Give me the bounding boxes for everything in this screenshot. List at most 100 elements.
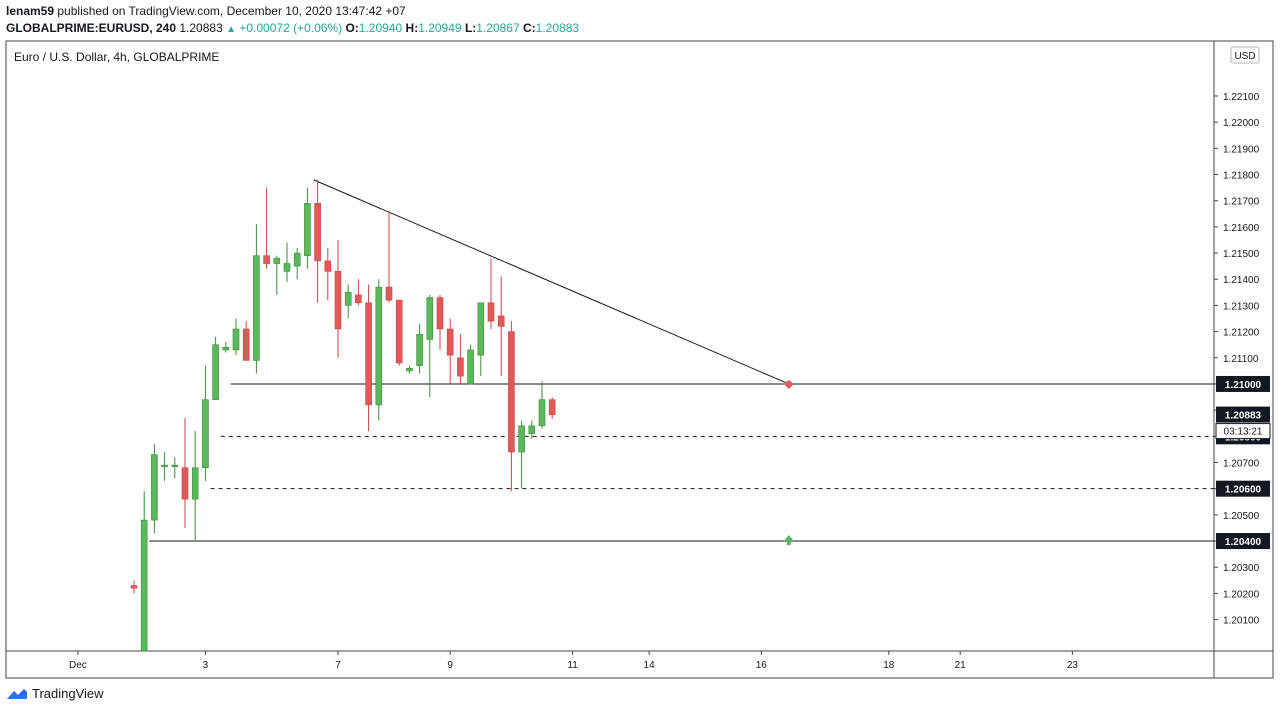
candle-body: [161, 464, 168, 467]
y-tick-label: 1.20200: [1223, 589, 1260, 600]
x-tick-label: 14: [644, 660, 656, 671]
level-price-box: [1216, 533, 1270, 550]
candle-up: [283, 242, 291, 282]
candle-up: [202, 365, 209, 481]
candle-body: [202, 399, 209, 469]
low-label: L:: [464, 21, 477, 35]
x-tick-label: 7: [335, 660, 341, 671]
candle-body: [314, 203, 321, 262]
close-label: C:: [523, 21, 536, 35]
candle-down: [365, 284, 372, 432]
level-markers: [783, 379, 794, 546]
candle-body: [140, 519, 148, 652]
candle-body: [508, 331, 515, 453]
candle-up: [222, 342, 230, 353]
x-tick-label: 18: [883, 660, 895, 671]
candle-down: [334, 239, 342, 358]
candle-body: [426, 297, 434, 340]
candle-body: [395, 299, 403, 364]
price-axis[interactable]: 1.20100 1.20200 1.20300 1.20400 1.20500 1.206…: [1214, 92, 1271, 627]
candle-body: [538, 399, 546, 427]
candle-up: [171, 457, 179, 479]
candle-down: [508, 321, 515, 492]
candle-up: [528, 420, 536, 439]
tradingview-brand: TradingView: [32, 686, 104, 701]
y-tick-label: 1.20500: [1223, 511, 1260, 522]
trendline: [313, 179, 790, 385]
price-change: +0.00072 (+0.06%): [239, 21, 343, 35]
candle-body: [497, 315, 505, 327]
candle-body: [324, 260, 332, 272]
candle-body: [528, 425, 536, 435]
level-price-label: 1.21000: [1225, 380, 1262, 391]
y-tick-label: 1.21200: [1223, 328, 1260, 339]
level-price-label: 1.20600: [1225, 485, 1262, 496]
candle-body: [222, 347, 230, 351]
candle-body: [406, 367, 413, 372]
y-tick-label: 1.21500: [1223, 249, 1260, 260]
y-tick-label: 1.21600: [1223, 223, 1260, 234]
candle-body: [385, 286, 393, 301]
high-value: 1.20949: [418, 21, 462, 35]
candle-up: [140, 491, 148, 652]
open-value: 1.20940: [358, 21, 403, 35]
y-tick-label: 1.21300: [1223, 301, 1260, 312]
countdown-box: [1215, 423, 1271, 440]
x-tick-label: 23: [1067, 660, 1079, 671]
candle-down: [385, 211, 393, 303]
low-value: 1.20867: [476, 21, 520, 35]
close-value: 1.20883: [535, 21, 580, 35]
candle-down: [130, 580, 138, 594]
candle-up: [212, 336, 219, 400]
candle-up: [538, 381, 546, 429]
level-price-box: [1216, 480, 1270, 497]
y-tick-label: 1.21700: [1223, 197, 1260, 208]
candle-body: [334, 271, 342, 330]
tradingview-footer[interactable]: TradingView: [6, 686, 104, 701]
level-price-box: [1216, 375, 1270, 392]
y-tick-label: 1.21400: [1223, 275, 1260, 286]
candle-body: [436, 297, 444, 330]
candle-body: [181, 467, 189, 500]
chart-frame: [5, 40, 1274, 679]
x-tick-label: 9: [447, 660, 453, 671]
candle-body: [457, 357, 464, 377]
candle-up: [426, 294, 434, 398]
candle-down: [355, 279, 362, 306]
candle-body: [232, 328, 240, 351]
candle-down: [324, 247, 332, 301]
last-price-label: 1.20883: [1225, 411, 1262, 422]
symbol-label: GLOBALPRIME:EURUSD, 240: [6, 21, 177, 35]
candle-body: [253, 255, 260, 361]
candle-body: [263, 255, 270, 264]
candle-down: [314, 179, 321, 303]
horizontal-levels[interactable]: [149, 383, 1214, 542]
candle-down: [446, 318, 454, 384]
level-price-label: 1.20400: [1225, 537, 1262, 548]
candle-down: [181, 417, 189, 528]
candle-body: [375, 286, 383, 406]
currency-badge-box[interactable]: [1230, 46, 1260, 64]
symbol-info-bar: GLOBALPRIME:EURUSD, 240 1.20883 ▲ +0.000…: [6, 21, 579, 35]
candle-body: [191, 467, 199, 500]
y-tick-label: 1.21800: [1223, 171, 1260, 182]
candle-down: [395, 299, 403, 366]
candle-up: [161, 452, 168, 481]
candle-down: [242, 321, 250, 361]
candle-body: [212, 344, 219, 400]
x-tick-label: 3: [203, 660, 209, 671]
author-name[interactable]: lenam59: [6, 4, 55, 18]
trendline-group[interactable]: [313, 179, 790, 385]
last-price: 1.20883: [179, 21, 223, 35]
candle-body: [283, 263, 291, 272]
candle-body: [293, 252, 301, 267]
candle-up: [273, 255, 281, 295]
candle-down: [457, 334, 464, 384]
currency-badge: USD: [1234, 51, 1255, 62]
x-tick-label: 21: [955, 660, 967, 671]
candle-up: [416, 323, 423, 374]
publish-info: lenam59 published on TradingView.com, De…: [6, 4, 406, 18]
time-axis[interactable]: 27Dec379111416182123: [0, 651, 1078, 671]
y-tick-label: 1.21100: [1223, 354, 1259, 365]
